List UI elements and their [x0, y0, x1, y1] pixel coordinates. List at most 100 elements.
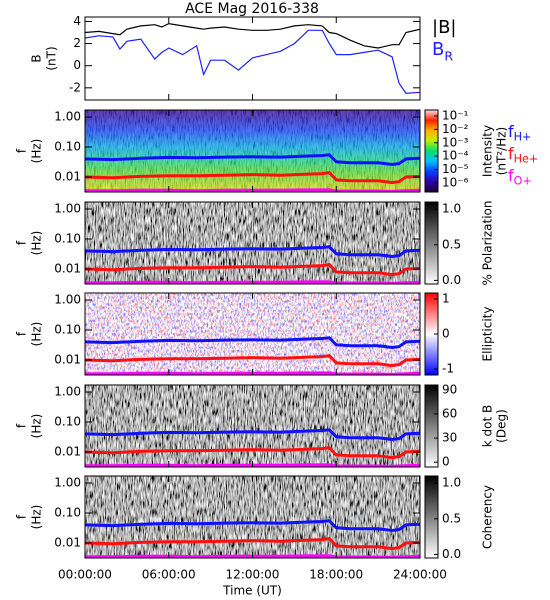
colorbar-label: (Deg) [495, 409, 509, 443]
colorbar [424, 384, 439, 468]
colorbar-tick-label: 1.0 [442, 476, 461, 490]
y-axis-label: f [15, 423, 29, 428]
y-axis-label: (Hz) [30, 322, 44, 347]
colorbar-tick-label: 1.0 [442, 202, 461, 216]
spectrogram-texture [85, 293, 420, 375]
y-tick-label: 0.10 [54, 414, 81, 428]
y-tick-label: 1.00 [54, 292, 81, 306]
colorbar-label: Intensity [481, 125, 495, 177]
frequency-line [85, 537, 420, 551]
colorbar-tick-label: 90 [442, 382, 457, 396]
y-tick-label: -2 [69, 80, 81, 94]
y-axis-label: (nT) [45, 46, 59, 70]
colorbar-tick-label: 10⁻⁴ [442, 149, 469, 163]
y-tick-label: 1.00 [54, 201, 81, 215]
legend-label-subscript: He+ [514, 153, 539, 166]
frequency-line [85, 263, 420, 277]
colorbar-tick-label: 10⁻¹ [442, 108, 469, 122]
y-axis-label: (Hz) [30, 139, 44, 164]
plot-area [85, 385, 420, 467]
colorbar-label: Coherency [481, 485, 495, 549]
spectrogram-texture [85, 110, 420, 192]
spectrogram-image [85, 202, 420, 284]
y-tick-label: 4 [73, 14, 81, 28]
y-tick-label: 1.00 [54, 384, 81, 398]
colorbar-tick-label: 10⁻⁶ [442, 175, 469, 189]
legend-label-subscript: O+ [514, 175, 532, 188]
colorbar-tick-label: 10⁻² [442, 122, 469, 136]
frequency-line [85, 336, 420, 350]
legend-label: fHe+ [508, 144, 538, 166]
colorbar-tick-label: 0.5 [442, 237, 461, 251]
series-line [85, 29, 420, 95]
y-tick-label: 0.01 [54, 352, 81, 366]
y-tick-label: 0.10 [54, 322, 81, 336]
legend-label: fO+ [508, 166, 532, 188]
colorbar-tick-label: 0.0 [442, 273, 461, 287]
y-axis-label: f [15, 514, 29, 519]
colorbar-tick-label: 0.5 [442, 511, 461, 525]
legend-label: |B| [432, 17, 456, 38]
y-axis-label: (Hz) [30, 505, 44, 530]
colorbar-tick-label: 60 [442, 406, 457, 420]
y-tick-label: 0 [73, 58, 81, 72]
plot-area [85, 293, 420, 375]
x-tick-label: 06:00:00 [142, 568, 196, 582]
colorbar-label: (nT²/Hz) [495, 127, 509, 175]
plot-area [85, 202, 420, 284]
x-tick-label: 00:00:00 [58, 568, 112, 582]
frequency-line [85, 354, 420, 368]
legend-label-main: |B| [432, 17, 456, 38]
colorbar-tick-label: 10⁻³ [442, 135, 469, 149]
colorbar-label: k dot B [481, 405, 495, 447]
y-tick-label: 0.01 [54, 169, 81, 183]
series-line [85, 22, 420, 49]
legend-label-main: B [432, 39, 444, 60]
colorbar [424, 201, 439, 285]
y-axis-label: (Hz) [30, 414, 44, 439]
y-axis-label: f [15, 240, 29, 245]
colorbar-tick-label: -1 [442, 362, 454, 376]
colorbar [424, 109, 439, 193]
chart-title: ACE Mag 2016-338 [185, 1, 319, 17]
colorbar-tick-label: 10⁻⁵ [442, 162, 469, 176]
y-axis-label: (Hz) [30, 231, 44, 256]
colorbar-tick-label: 30 [442, 431, 457, 445]
frequency-line [85, 245, 420, 259]
spectrogram-image [85, 385, 420, 467]
spectrogram-image [85, 476, 420, 558]
frequency-line [85, 171, 420, 185]
x-tick-label: 24:00:00 [393, 568, 447, 582]
frequency-line [85, 153, 420, 167]
frequency-line [85, 428, 420, 442]
legend-label-subscript: R [444, 48, 453, 63]
legend-label-main: f [508, 144, 514, 163]
y-tick-label: 0.10 [54, 231, 81, 245]
legend-label-subscript: H+ [514, 131, 532, 144]
legend-label-main: f [508, 122, 514, 141]
x-tick-label: 12:00:00 [226, 568, 280, 582]
colorbar [424, 475, 439, 559]
colorbar-tick-label: 1 [442, 291, 450, 305]
legend-label: fH+ [508, 122, 531, 144]
colorbar-label: Ellipticity [481, 307, 495, 362]
colorbar-tick-label: 0.0 [442, 547, 461, 561]
y-axis-label: f [15, 148, 29, 153]
y-tick-label: 0.10 [54, 139, 81, 153]
frequency-line [85, 519, 420, 533]
frequency-line [85, 446, 420, 460]
plot-area [85, 110, 420, 192]
y-axis-label: B [30, 54, 44, 62]
y-tick-label: 0.01 [54, 535, 81, 549]
y-tick-label: 0.01 [54, 261, 81, 275]
y-axis-label: f [15, 331, 29, 336]
legend-label: BR [432, 39, 453, 63]
plot-area [85, 22, 420, 95]
x-axis-label: Time (UT) [222, 584, 282, 598]
x-tick-label: 18:00:00 [309, 568, 363, 582]
colorbar-tick-label: 0 [442, 327, 450, 341]
y-tick-label: 0.01 [54, 444, 81, 458]
y-tick-label: 1.00 [54, 109, 81, 123]
y-tick-label: 0.10 [54, 505, 81, 519]
